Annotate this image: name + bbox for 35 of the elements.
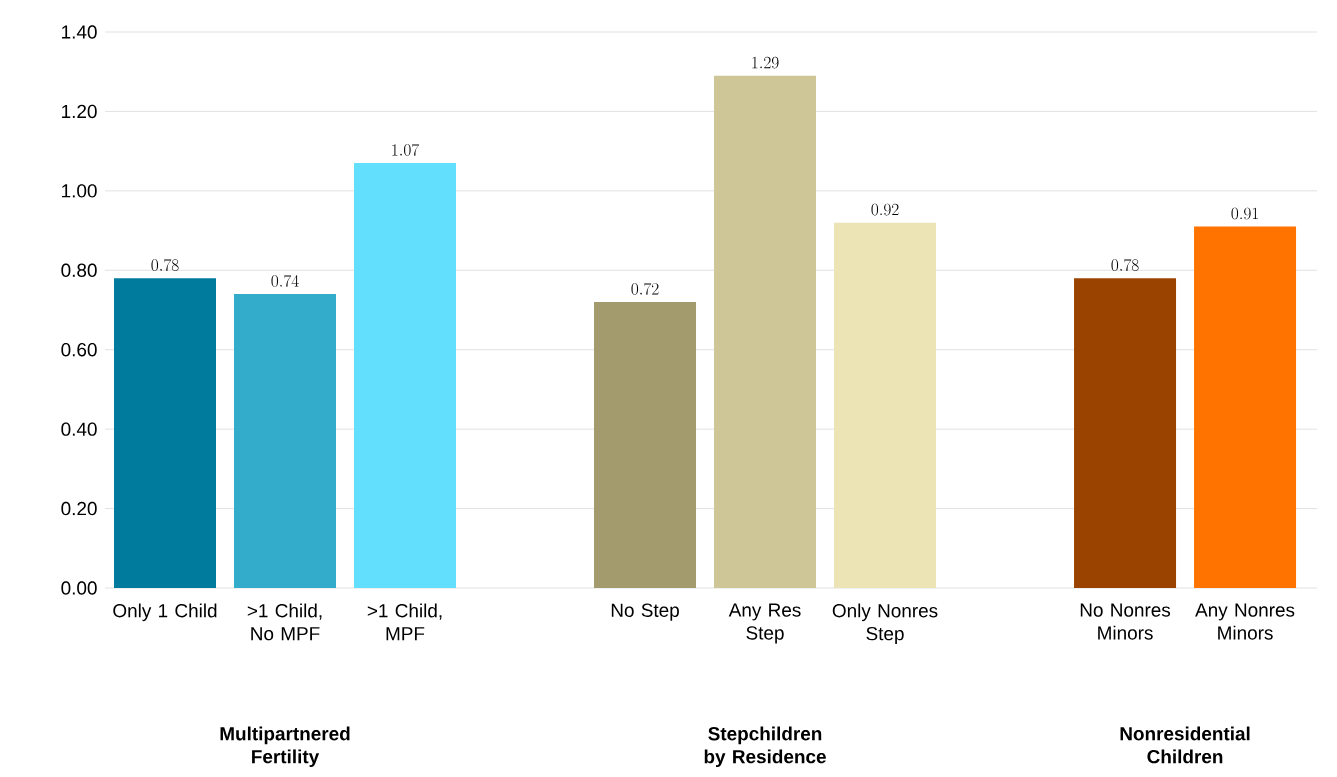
y-tick-label: 0.80 (61, 263, 97, 277)
data-label: 0.92 (871, 203, 899, 216)
x-tick-label: Any Res Step (728, 603, 801, 644)
data-label: 0.91 (1231, 207, 1258, 220)
y-tick-label: 0.00 (61, 581, 97, 595)
data-label: 1 .07 (392, 143, 420, 156)
y-tick-label: 0.20 (61, 501, 97, 516)
x-tick-label: >1 Child, No MPF (247, 603, 322, 641)
data-label: 0.78 (1111, 259, 1139, 271)
bar (714, 75, 817, 588)
bar (834, 222, 937, 588)
data-label: 1 .29 (752, 56, 779, 69)
x-tick-label: >1 Child, MPF (367, 603, 442, 641)
y-tick-label: 1.20 (62, 104, 97, 119)
bar (354, 163, 457, 588)
y-tick-label: 0.40 (61, 422, 97, 436)
x-tick-label: Any Nonres Minors (1195, 603, 1295, 640)
data-label: 0.74 (271, 274, 299, 287)
bar (234, 294, 337, 588)
text: Multipartnered Fertility (220, 726, 350, 768)
bar (114, 278, 216, 588)
x-tick-label: Only 1 Child (113, 603, 217, 622)
y-tick-label: 0.60 (61, 343, 97, 357)
data-label: 0.78 (151, 259, 179, 271)
x-tick-label: Only Nonres Step (832, 603, 938, 645)
bar (594, 302, 697, 588)
bar (1074, 278, 1177, 588)
text: Nonresidential Children (1120, 726, 1250, 764)
x-tick-label: No Step (611, 603, 679, 621)
x-tick-label: No Nonres Minors (1080, 603, 1171, 640)
y-tick-label: 1.00 (62, 184, 97, 198)
y-tick-label: 1.40 (62, 25, 97, 39)
bar (1194, 226, 1297, 588)
data-label: 0.72 (631, 282, 659, 295)
text: Stepchildren by Residence (704, 726, 826, 768)
